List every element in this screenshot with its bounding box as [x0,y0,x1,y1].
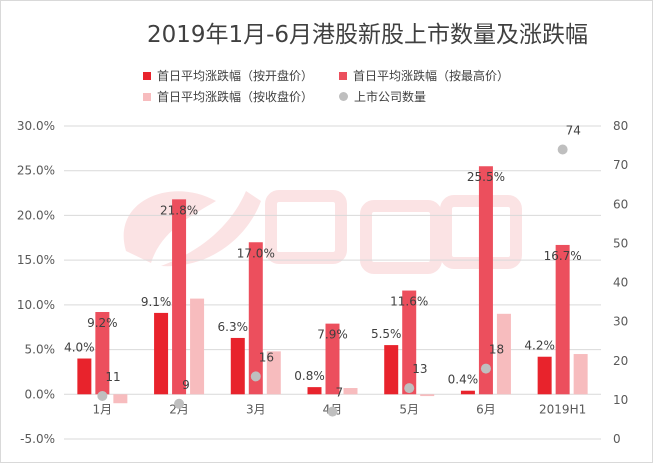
left-axis-tick: 25.0% [17,164,55,178]
data-label-high: 11.6% [390,295,428,309]
legend-item-count: 上市公司数量 [339,88,426,105]
left-axis-tick: -5.0% [20,432,55,446]
data-label-high: 17.0% [237,246,275,260]
data-label-high: 9.2% [87,316,118,330]
data-label-high: 7.9% [317,328,348,342]
bar-0 [307,387,322,395]
left-axis-tick: 30.0% [17,119,55,133]
right-axis-tick: 0 [613,432,621,446]
count-point [97,390,108,401]
legend-label: 首日平均涨跌幅（按收盘价） [157,90,314,104]
data-label-open: 4.0% [64,341,95,355]
right-axis-tick: 50 [613,236,628,250]
bar-2 [496,313,511,395]
data-label-count: 11 [105,370,120,384]
bar-0 [460,390,475,395]
bar-2 [113,394,128,404]
bar-1 [172,199,187,395]
legend-label: 首日平均涨跌幅（按最高价） [353,69,510,83]
bar-1 [478,166,493,395]
data-label-open: 9.1% [141,295,172,309]
bar-1 [555,244,570,395]
count-point [557,144,568,155]
left-axis-tick: 15.0% [17,253,55,267]
bar-0 [537,356,552,395]
bar-2 [573,354,588,395]
count-point [480,363,491,374]
bar-2 [190,298,205,395]
category-label: 6月 [476,402,496,416]
count-point [327,406,338,417]
watermark-glyph-icon [265,190,347,264]
legend-label: 首日平均涨跌幅（按开盘价） [157,69,314,83]
category-label: 1月 [93,402,113,416]
left-axis-tick: 10.0% [17,298,55,312]
left-axis-tick: 0.0% [25,387,56,401]
bar-1 [248,242,263,395]
data-label-count: 7 [336,386,344,400]
legend-swatch [143,92,151,101]
legend-swatch [143,71,151,80]
bar-2 [343,388,358,395]
bar-0 [384,345,399,395]
count-point [174,398,185,409]
data-label-open: 0.4% [448,373,479,387]
bar-0 [154,312,169,395]
category-label: 2019H1 [539,402,586,416]
bar-1 [402,290,417,395]
data-label-count: 13 [412,362,427,376]
data-label-count: 16 [259,350,274,364]
bar-2 [266,351,281,395]
chart-title: 2019年1月-6月港股新股上市数量及涨跌幅 [146,22,589,48]
right-axis-tick: 40 [613,276,628,290]
right-axis-tick: 10 [613,393,628,407]
right-axis-tick: 30 [613,315,628,329]
data-label-count: 9 [182,378,190,392]
left-axis-tick: 20.0% [17,208,55,222]
watermark-glyph-icon [360,200,442,274]
bar-0 [77,358,92,395]
data-label-count: 74 [566,123,581,137]
legend-item-high: 首日平均涨跌幅（按最高价） [339,67,509,84]
bar-1 [325,323,340,395]
category-label: 5月 [399,402,419,416]
data-label-count: 18 [489,343,504,357]
watermark-logo-icon [123,191,216,263]
data-label-high: 25.5% [467,170,505,184]
bar-1 [95,312,110,395]
category-label: 3月 [246,402,266,416]
data-label-open: 4.2% [524,339,555,353]
legend-marker [339,92,348,101]
data-label-open: 0.8% [294,369,325,383]
category-label: 2月 [169,402,189,416]
right-axis-tick: 20 [613,354,628,368]
bar-0 [230,337,245,395]
right-axis-tick: 70 [613,158,628,172]
left-axis-tick: 5.0% [25,343,56,357]
legend-item-close: 首日平均涨跌幅（按收盘价） [143,88,313,105]
legend-swatch [339,71,347,80]
legend-item-open: 首日平均涨跌幅（按开盘价） [143,67,313,84]
right-axis-tick: 80 [613,119,628,133]
count-point [404,383,415,394]
data-label-high: 16.7% [544,249,582,263]
bar-2 [420,394,435,397]
data-label-high: 21.8% [160,203,198,217]
watermark-logo-icon [161,191,261,267]
legend-label: 上市公司数量 [354,90,427,104]
count-point [250,371,261,382]
data-label-open: 5.5% [371,327,402,341]
data-label-open: 6.3% [218,320,249,334]
right-axis-tick: 60 [613,197,628,211]
